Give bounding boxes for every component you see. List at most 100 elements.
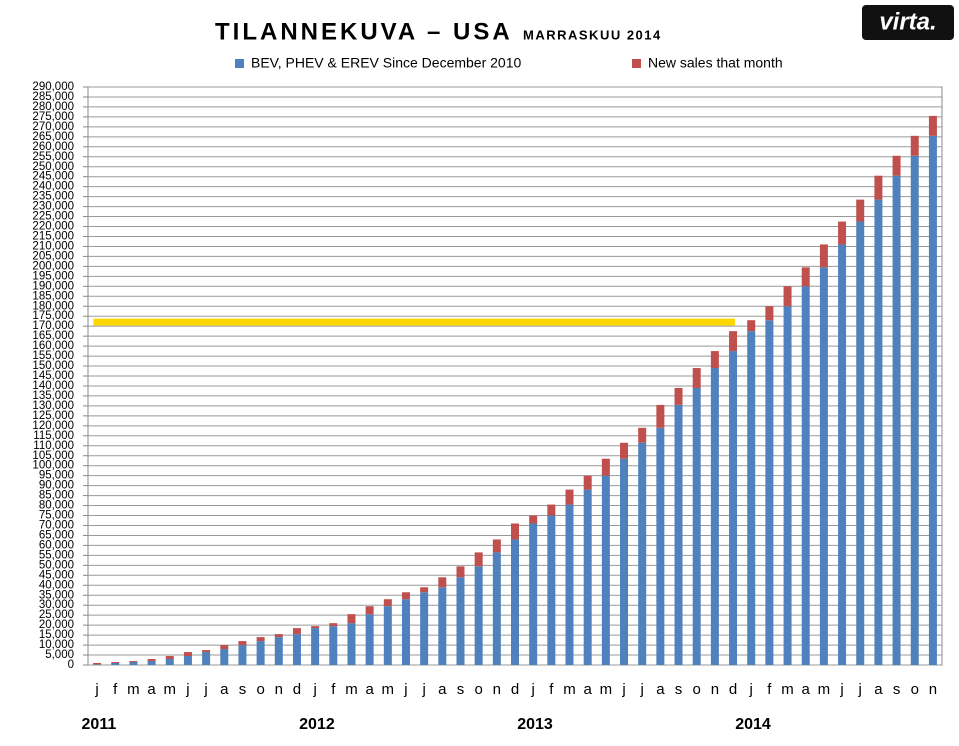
bar-segment — [256, 637, 265, 642]
bar-segment — [420, 592, 429, 665]
bar-segment — [819, 267, 828, 665]
logo-box — [862, 5, 954, 40]
bar-segment — [147, 659, 156, 662]
bar-segment — [292, 628, 301, 635]
bar-segment — [456, 577, 465, 665]
bar-segment — [292, 634, 301, 665]
y-tick-label: 90,000 — [39, 480, 74, 492]
bar-segment — [329, 623, 338, 627]
year-label: 2013 — [517, 716, 553, 733]
bar-segment — [547, 515, 556, 665]
y-tick-label: 30,000 — [39, 599, 74, 611]
bar-segment — [111, 663, 120, 665]
x-tick-label: m — [781, 681, 794, 698]
x-tick-label: m — [818, 681, 831, 698]
y-tick-label: 45,000 — [39, 569, 74, 581]
y-tick-label: 130,000 — [32, 400, 74, 412]
y-tick-label: 215,000 — [32, 231, 74, 243]
y-tick-label: 260,000 — [32, 141, 74, 153]
x-tick-label: o — [474, 681, 482, 698]
x-tick-label: j — [203, 681, 207, 698]
bar-segment — [383, 606, 392, 665]
bar-segment — [892, 175, 901, 665]
x-tick-label: j — [839, 681, 843, 698]
x-tick-label: m — [600, 681, 613, 698]
x-tick-label: f — [113, 681, 118, 698]
x-tick-label: d — [293, 681, 301, 698]
bar-segment — [529, 523, 538, 665]
x-tick-label: n — [493, 681, 501, 698]
bar-segment — [838, 244, 847, 665]
x-tick-label: s — [893, 681, 901, 698]
y-tick-label: 235,000 — [32, 191, 74, 203]
y-tick-label: 155,000 — [32, 350, 74, 362]
x-tick-label: j — [621, 681, 625, 698]
y-tick-label: 75,000 — [39, 510, 74, 522]
bar-segment — [565, 489, 574, 505]
x-tick-label: o — [256, 681, 264, 698]
x-tick-label: d — [729, 681, 737, 698]
bar-segment — [365, 606, 374, 615]
y-tick-label: 145,000 — [32, 370, 74, 382]
bar-segment — [474, 566, 483, 665]
y-tick-label: 285,000 — [32, 91, 74, 103]
x-tick-label: j — [530, 681, 534, 698]
bar-segment — [601, 475, 610, 665]
y-tick-label: 125,000 — [32, 410, 74, 422]
y-tick-label: 255,000 — [32, 151, 74, 163]
y-tick-label: 220,000 — [32, 221, 74, 233]
y-tick-label: 190,000 — [32, 280, 74, 292]
y-tick-label: 110,000 — [33, 440, 74, 452]
y-tick-label: 15,000 — [39, 629, 74, 641]
y-tick-label: 115,000 — [33, 430, 74, 442]
x-tick-label: o — [911, 681, 919, 698]
bar-segment — [565, 504, 574, 665]
y-tick-label: 95,000 — [39, 470, 74, 482]
bar-segment — [692, 387, 701, 665]
y-tick-label: 225,000 — [32, 211, 74, 223]
bar-segment — [456, 566, 465, 578]
y-tick-label: 165,000 — [32, 330, 74, 342]
y-tick-label: 270,000 — [32, 121, 74, 133]
bar-segment — [347, 623, 356, 665]
y-tick-label: 85,000 — [39, 490, 74, 502]
bar-segment — [892, 155, 901, 176]
bar-segment — [311, 628, 320, 665]
y-tick-label: 65,000 — [39, 529, 74, 541]
year-label: 2011 — [82, 716, 117, 733]
bar-segment — [165, 659, 174, 665]
y-tick-label: 170,000 — [32, 320, 74, 332]
x-tick-label: j — [312, 681, 316, 698]
year-label: 2012 — [299, 716, 335, 733]
chart-title: TILANNEKUVA – USA — [215, 18, 513, 45]
bar-segment — [638, 442, 647, 665]
bar-segment — [274, 637, 283, 665]
bar-segment — [874, 175, 883, 200]
y-tick-label: 100,000 — [32, 460, 74, 472]
bar-segment — [674, 387, 683, 405]
bar-segment — [401, 592, 410, 600]
bar-segment — [765, 306, 774, 321]
logo: virta. — [879, 8, 936, 35]
chart-subtitle: MARRASKUU 2014 — [523, 27, 662, 42]
bar-segment — [910, 155, 919, 665]
bar-segment — [801, 286, 810, 665]
bar-segment — [511, 539, 519, 665]
y-tick-label: 60,000 — [39, 539, 74, 551]
bar-segment — [129, 662, 138, 665]
bar-segment — [329, 626, 338, 665]
y-tick-label: 80,000 — [39, 500, 74, 512]
bar-segment — [928, 115, 937, 136]
y-tick-label: 10,000 — [39, 639, 74, 651]
legend-label: BEV, PHEV & EREV Since December 2010 — [251, 55, 522, 71]
bar-segment — [202, 652, 211, 665]
y-tick-label: 275,000 — [32, 111, 74, 123]
x-tick-label: s — [239, 681, 247, 698]
bar-segment — [438, 587, 447, 665]
bar-segment — [238, 641, 247, 646]
x-tick-label: f — [549, 681, 554, 698]
y-tick-label: 120,000 — [32, 420, 74, 432]
x-tick-label: m — [345, 681, 358, 698]
bar-segment — [420, 587, 429, 593]
bar-segment — [656, 427, 665, 665]
